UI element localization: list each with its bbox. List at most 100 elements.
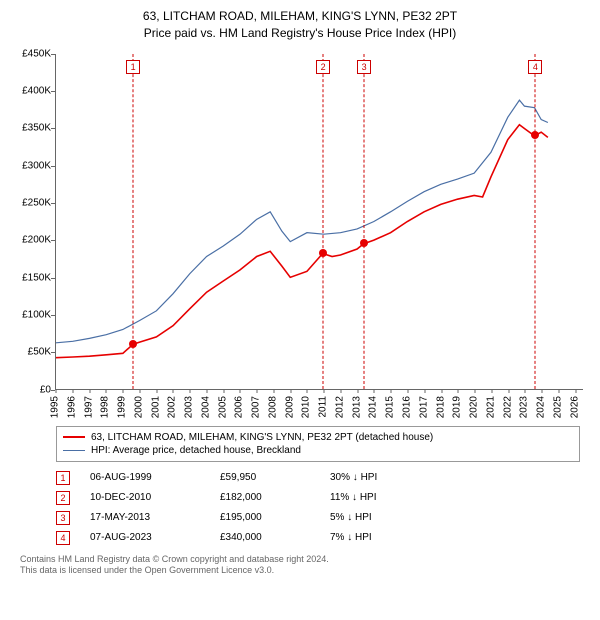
transaction-number: 3 — [56, 511, 70, 525]
x-axis-tick — [458, 389, 459, 393]
transaction-point — [360, 239, 368, 247]
series-property — [56, 124, 548, 357]
transaction-point — [319, 249, 327, 257]
x-axis-tick — [391, 389, 392, 393]
transaction-diff: 5% ↓ HPI — [330, 512, 430, 523]
x-axis-tick — [424, 389, 425, 393]
y-axis-tick — [51, 54, 55, 55]
y-axis-tick — [51, 240, 55, 241]
x-axis-tick — [206, 389, 207, 393]
y-axis-label: £250K — [11, 197, 51, 208]
x-axis-tick — [525, 389, 526, 393]
x-axis-label: 2011 — [318, 396, 329, 418]
x-axis-label: 2000 — [133, 396, 144, 418]
x-axis-tick — [508, 389, 509, 393]
x-axis-label: 2025 — [552, 396, 563, 418]
y-axis-tick — [51, 91, 55, 92]
x-axis-label: 2006 — [234, 396, 245, 418]
x-axis-tick — [240, 389, 241, 393]
x-axis-label: 1999 — [117, 396, 128, 418]
y-axis-label: £300K — [11, 160, 51, 171]
legend: 63, LITCHAM ROAD, MILEHAM, KING'S LYNN, … — [56, 426, 580, 462]
x-axis-label: 2024 — [536, 396, 547, 418]
x-axis-label: 2004 — [200, 396, 211, 418]
x-axis-tick — [72, 389, 73, 393]
x-axis-label: 2012 — [334, 396, 345, 418]
legend-swatch — [63, 450, 85, 451]
transaction-date: 10-DEC-2010 — [90, 492, 220, 503]
x-axis-label: 2001 — [150, 396, 161, 418]
x-axis-label: 2005 — [217, 396, 228, 418]
transaction-row: 407-AUG-2023£340,0007% ↓ HPI — [56, 528, 580, 548]
x-axis-label: 2015 — [385, 396, 396, 418]
x-axis-tick — [307, 389, 308, 393]
transaction-point — [531, 131, 539, 139]
chart-container: 63, LITCHAM ROAD, MILEHAM, KING'S LYNN, … — [0, 0, 600, 583]
x-axis-label: 2016 — [402, 396, 413, 418]
y-axis-label: £100K — [11, 309, 51, 320]
y-axis-label: £450K — [11, 48, 51, 59]
chart-area: 1234 £0£50K£100K£150K£200K£250K£300K£350… — [11, 48, 589, 420]
transaction-point — [129, 340, 137, 348]
x-axis-tick — [357, 389, 358, 393]
y-axis-tick — [51, 390, 55, 391]
x-axis-label: 2026 — [569, 396, 580, 418]
transaction-marker: 4 — [528, 60, 542, 74]
x-axis-tick — [223, 389, 224, 393]
x-axis-label: 2008 — [267, 396, 278, 418]
x-axis-label: 1998 — [100, 396, 111, 418]
x-axis-label: 2019 — [452, 396, 463, 418]
x-axis-label: 1997 — [83, 396, 94, 418]
transaction-number: 4 — [56, 531, 70, 545]
x-axis-label: 2017 — [418, 396, 429, 418]
plot-region: 1 2 3 4 — [55, 54, 583, 390]
y-axis-label: £200K — [11, 235, 51, 246]
y-axis-tick — [51, 203, 55, 204]
transaction-price: £195,000 — [220, 512, 330, 523]
x-axis-tick — [475, 389, 476, 393]
transaction-diff: 11% ↓ HPI — [330, 492, 430, 503]
title-address: 63, LITCHAM ROAD, MILEHAM, KING'S LYNN, … — [10, 8, 590, 25]
x-axis-tick — [106, 389, 107, 393]
x-axis-tick — [290, 389, 291, 393]
transaction-date: 06-AUG-1999 — [90, 472, 220, 483]
transaction-date: 07-AUG-2023 — [90, 532, 220, 543]
x-axis-label: 1996 — [66, 396, 77, 418]
transaction-marker: 1 — [126, 60, 140, 74]
x-axis-tick — [56, 389, 57, 393]
transaction-marker: 3 — [357, 60, 371, 74]
x-axis-tick — [257, 389, 258, 393]
x-axis-tick — [156, 389, 157, 393]
y-axis-label: £150K — [11, 272, 51, 283]
y-axis-tick — [51, 166, 55, 167]
y-axis-label: £50K — [11, 347, 51, 358]
x-axis-label: 2009 — [284, 396, 295, 418]
x-axis-tick — [408, 389, 409, 393]
transaction-diff: 30% ↓ HPI — [330, 472, 430, 483]
x-axis-tick — [89, 389, 90, 393]
transaction-date: 17-MAY-2013 — [90, 512, 220, 523]
transaction-row: 1 06-AUG-1999£59,95030% ↓ HPI — [56, 468, 580, 488]
transaction-row: 3 17-MAY-2013£195,0005% ↓ HPI — [56, 508, 580, 528]
footer: Contains HM Land Registry data © Crown c… — [20, 554, 580, 577]
transaction-marker: 2 — [316, 60, 330, 74]
y-axis-label: £350K — [11, 123, 51, 134]
transaction-vline — [133, 54, 134, 389]
y-axis-label: £400K — [11, 85, 51, 96]
title-subtitle: Price paid vs. HM Land Registry's House … — [10, 25, 590, 42]
x-axis-tick — [558, 389, 559, 393]
transaction-number: 1 — [56, 471, 70, 485]
y-axis-tick — [51, 352, 55, 353]
x-axis-label: 2002 — [167, 396, 178, 418]
legend-label: HPI: Average price, detached house, Brec… — [91, 445, 301, 456]
x-axis-tick — [441, 389, 442, 393]
x-axis-tick — [273, 389, 274, 393]
transaction-price: £59,950 — [220, 472, 330, 483]
y-axis-tick — [51, 278, 55, 279]
transaction-price: £182,000 — [220, 492, 330, 503]
x-axis-tick — [324, 389, 325, 393]
x-axis-label: 2023 — [519, 396, 530, 418]
transaction-vline — [323, 54, 324, 389]
transaction-row: 210-DEC-2010£182,00011% ↓ HPI — [56, 488, 580, 508]
x-axis-tick — [575, 389, 576, 393]
